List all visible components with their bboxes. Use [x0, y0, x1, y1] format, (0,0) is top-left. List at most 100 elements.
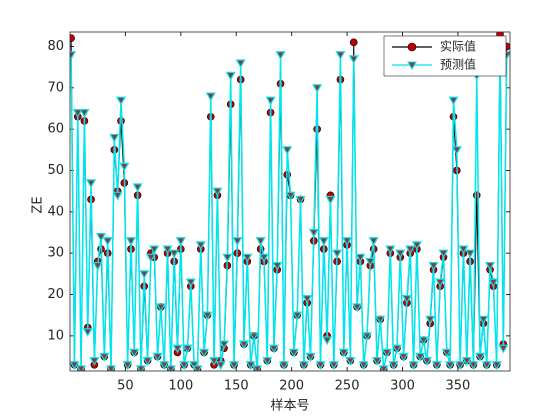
axes-box — [69, 31, 511, 372]
predicted-point — [438, 249, 449, 259]
plot-layer — [70, 32, 510, 371]
predicted-point — [295, 195, 306, 205]
predicted-point — [352, 303, 363, 313]
predicted-point — [282, 146, 293, 156]
predicted-point — [378, 365, 389, 371]
predicted-point — [375, 315, 386, 325]
predicted-point — [285, 191, 296, 201]
predicted-point — [182, 344, 193, 354]
predicted-point — [119, 162, 130, 172]
predicted-point — [431, 361, 442, 371]
y-tick-label: 40 — [47, 204, 64, 219]
predicted-point — [102, 237, 113, 246]
predicted-point — [265, 96, 276, 106]
x-tick-label: 150 — [224, 379, 249, 394]
predicted-point — [155, 303, 166, 313]
predicted-point — [228, 361, 240, 371]
predicted-point — [335, 51, 346, 60]
predicted-point — [152, 352, 163, 362]
predicted-point — [258, 253, 269, 263]
predicted-point — [132, 183, 143, 193]
predicted-point — [199, 348, 210, 358]
predicted-point — [172, 344, 183, 354]
x-tick-label: 350 — [445, 379, 470, 394]
y-tick-label: 80 — [47, 39, 64, 54]
predicted-point — [125, 237, 136, 246]
predicted-point — [455, 361, 466, 371]
predicted-point — [86, 179, 97, 189]
predicted-point — [232, 237, 243, 246]
actual-point — [349, 38, 358, 47]
predicted-point — [115, 96, 127, 106]
y-tick-label: 20 — [47, 287, 64, 302]
predicted-point — [425, 315, 436, 325]
predicted-point — [395, 249, 406, 259]
predicted-point — [70, 51, 77, 60]
x-tick-label: 250 — [335, 379, 360, 394]
predicted-point — [385, 245, 396, 255]
predicted-point — [99, 352, 110, 362]
predicted-point — [408, 361, 419, 371]
y-tick-label: 60 — [47, 122, 64, 137]
series-line — [70, 54, 508, 371]
predicted-point — [441, 348, 452, 358]
predicted-point — [268, 344, 279, 354]
x-tick-label: 100 — [168, 379, 193, 394]
predicted-point — [415, 352, 426, 362]
predicted-point — [325, 195, 336, 205]
predicted-point — [245, 361, 256, 371]
predicted-point — [255, 237, 266, 246]
predicted-point — [318, 237, 329, 246]
predicted-point — [421, 357, 432, 366]
predicted-point — [292, 311, 303, 321]
predicted-point — [315, 361, 326, 371]
predicted-point — [252, 365, 263, 371]
predicted-point — [195, 241, 206, 251]
predicted-point — [219, 340, 230, 350]
predicted-point — [165, 365, 176, 371]
predicted-point — [485, 261, 496, 271]
predicted-point — [435, 278, 446, 288]
predicted-point — [361, 332, 373, 342]
predicted-point — [109, 133, 120, 143]
predicted-point — [401, 295, 412, 304]
predicted-point — [481, 361, 492, 371]
predicted-point — [338, 348, 349, 358]
y-tick-label: 50 — [47, 163, 64, 178]
predicted-point — [95, 233, 107, 242]
predicted-point — [458, 245, 469, 255]
predicted-point — [212, 187, 223, 197]
predicted-point — [70, 361, 80, 371]
predicted-point — [391, 344, 402, 354]
predicted-point — [242, 253, 253, 263]
predicted-point — [448, 96, 459, 106]
predicted-point — [169, 249, 180, 259]
predicted-point — [215, 361, 226, 371]
predicted-point — [122, 361, 133, 371]
predicted-point — [302, 295, 313, 304]
predicted-point — [175, 237, 186, 246]
predicted-point — [278, 361, 289, 371]
predicted-point — [225, 71, 236, 81]
predicted-point — [238, 340, 250, 350]
predicted-point — [209, 357, 220, 366]
predicted-point — [345, 357, 356, 366]
x-tick-label: 300 — [390, 379, 415, 394]
predicted-point — [312, 84, 323, 94]
predicted-point — [445, 361, 456, 371]
x-tick-label: 200 — [279, 379, 304, 394]
predicted-point — [145, 253, 156, 263]
predicted-point — [189, 361, 200, 371]
predicted-point — [465, 249, 476, 259]
y-tick-label: 10 — [47, 328, 64, 343]
predicted-point — [381, 348, 393, 358]
predicted-point — [222, 253, 233, 263]
predicted-point — [149, 245, 160, 255]
predicted-point — [298, 361, 309, 371]
predicted-point — [308, 228, 319, 238]
legend-label: 预测值 — [440, 57, 476, 72]
predicted-point — [92, 261, 103, 271]
predicted-point — [179, 361, 190, 371]
predicted-point — [272, 261, 283, 271]
predicted-point — [428, 261, 439, 271]
